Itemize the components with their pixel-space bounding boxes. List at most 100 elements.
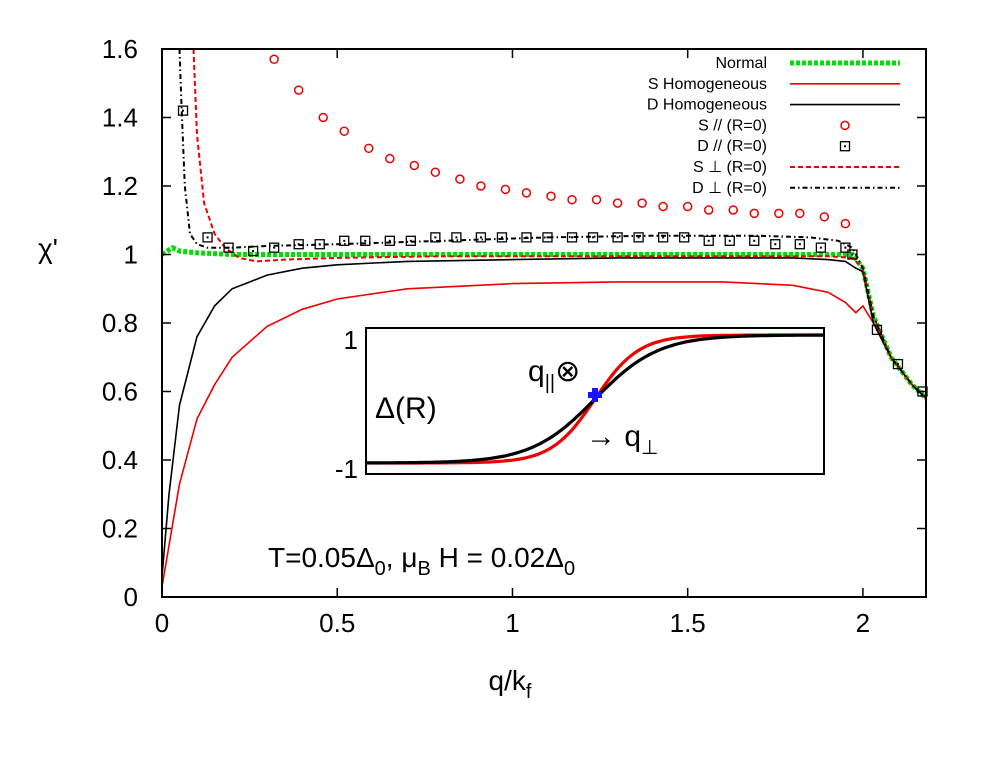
square-dot (409, 239, 412, 242)
ticks-layer: 0 0.5 1 1.5 2 0 0.2 0.4 0.6 0.8 1 1.2 1.4 1.6 (102, 34, 926, 638)
annotation-part-1: , μ (386, 542, 418, 573)
inset: 1 -1 Δ(R) q||⊗ → q⊥ (335, 325, 825, 484)
series-3-point-13 (567, 194, 577, 205)
x-axis-label: q/kf (489, 665, 532, 703)
series-4-point-19 (612, 232, 623, 243)
series-4-point-0 (177, 105, 189, 116)
square-dot (571, 236, 574, 239)
series-4-point-12 (451, 232, 462, 243)
inset-label-parallel: q||⊗ (528, 355, 580, 394)
series-4-point-1 (202, 232, 213, 243)
square-mark (177, 105, 189, 116)
markers-layer (177, 54, 928, 397)
legend-label-4: D // (R=0) (697, 138, 767, 155)
series-4-point-17 (566, 232, 578, 243)
square-mark (475, 232, 487, 243)
square-mark (314, 239, 325, 250)
square-mark (405, 235, 416, 246)
square-mark (339, 235, 350, 246)
y-tick-label-2: 0.4 (102, 445, 138, 475)
series-4-point-24 (724, 235, 735, 246)
inset-ytick-bottom: -1 (335, 454, 358, 484)
series-4-point-32 (892, 358, 904, 370)
y-tick-label-0: 0 (124, 582, 138, 612)
series-3-point-1 (293, 85, 304, 95)
square-dot (318, 243, 321, 246)
series-3-point-19 (703, 205, 714, 215)
series-4-point-15 (521, 232, 532, 243)
square-mark (612, 232, 623, 243)
series-3-point-6 (409, 160, 420, 171)
x-axis-label-sub: f (526, 681, 532, 703)
series-4-point-13 (475, 232, 487, 243)
square-mark (892, 358, 904, 370)
series-3-point-0 (269, 54, 279, 65)
series-4-point-27 (794, 239, 805, 250)
square-dot (774, 243, 777, 246)
series-4-point-23 (703, 235, 714, 246)
square-mark (815, 242, 827, 253)
square-mark (223, 242, 234, 253)
square-dot (637, 236, 640, 239)
series-4-point-5 (293, 239, 304, 250)
x-tick-label-2: 1 (505, 608, 519, 638)
square-dot (525, 236, 528, 239)
square-mark (871, 324, 883, 336)
legend-swatch-4 (839, 141, 851, 152)
series-4-point-8 (360, 235, 371, 246)
series-3-point-8 (455, 174, 465, 184)
annotation-part-0: T=0.05Δ (268, 542, 375, 573)
series-4-point-16 (542, 232, 553, 243)
series-3-point-2 (318, 112, 328, 123)
legend-label-1: S Homogeneous (648, 76, 767, 93)
y-tick-label-4: 0.8 (102, 308, 138, 338)
x-tick-label-4: 2 (856, 608, 870, 638)
series-3-point-12 (546, 191, 556, 202)
series-6-line (178, 49, 926, 400)
y-axis-label: χ' (38, 233, 58, 264)
square-mark (360, 235, 371, 246)
square-dot (388, 239, 391, 242)
series-2-line (162, 257, 926, 577)
square-mark (724, 235, 735, 246)
square-mark (430, 232, 441, 243)
square-dot (896, 363, 899, 366)
series-4-point-2 (223, 242, 234, 253)
square-dot (479, 236, 482, 239)
series-4-point-25 (749, 235, 760, 246)
square-mark (794, 239, 805, 250)
square-mark (496, 232, 508, 243)
series-3-point-9 (476, 181, 486, 191)
square-dot (662, 236, 665, 239)
series-3-point-16 (637, 198, 647, 208)
legend-label-3: S // (R=0) (698, 117, 767, 134)
legend-label-6: D ⊥ (R=0) (692, 180, 767, 197)
square-dot (182, 109, 185, 112)
square-mark (770, 239, 781, 250)
series-1-line (162, 281, 926, 587)
series-3-points (269, 54, 851, 229)
series-4-point-6 (314, 239, 325, 250)
series-3-point-18 (682, 201, 693, 212)
square-dot (455, 236, 458, 239)
annotation-sub-1: B (417, 558, 430, 580)
series-3-point-11 (521, 188, 532, 198)
series-4-point-20 (633, 232, 644, 243)
square-dot (227, 246, 230, 249)
x-tick-label-0: 0 (155, 608, 169, 638)
square-mark (587, 232, 599, 243)
series-4-point-31 (871, 324, 883, 336)
plot-frame (161, 48, 927, 598)
square-mark (633, 232, 644, 243)
square-dot (798, 243, 801, 246)
series-3-point-15 (612, 198, 623, 208)
square-mark (247, 245, 259, 257)
y-tick-label-3: 0.6 (102, 377, 138, 407)
square-dot (343, 239, 346, 242)
annotation: T=0.05Δ0, μB H = 0.02Δ0 (268, 542, 575, 580)
annotation-part-2: H = 0.02Δ (431, 542, 564, 573)
series-3-point-10 (500, 184, 511, 195)
annotation-sub-0: 0 (375, 558, 386, 580)
series-4-point-21 (658, 232, 669, 243)
